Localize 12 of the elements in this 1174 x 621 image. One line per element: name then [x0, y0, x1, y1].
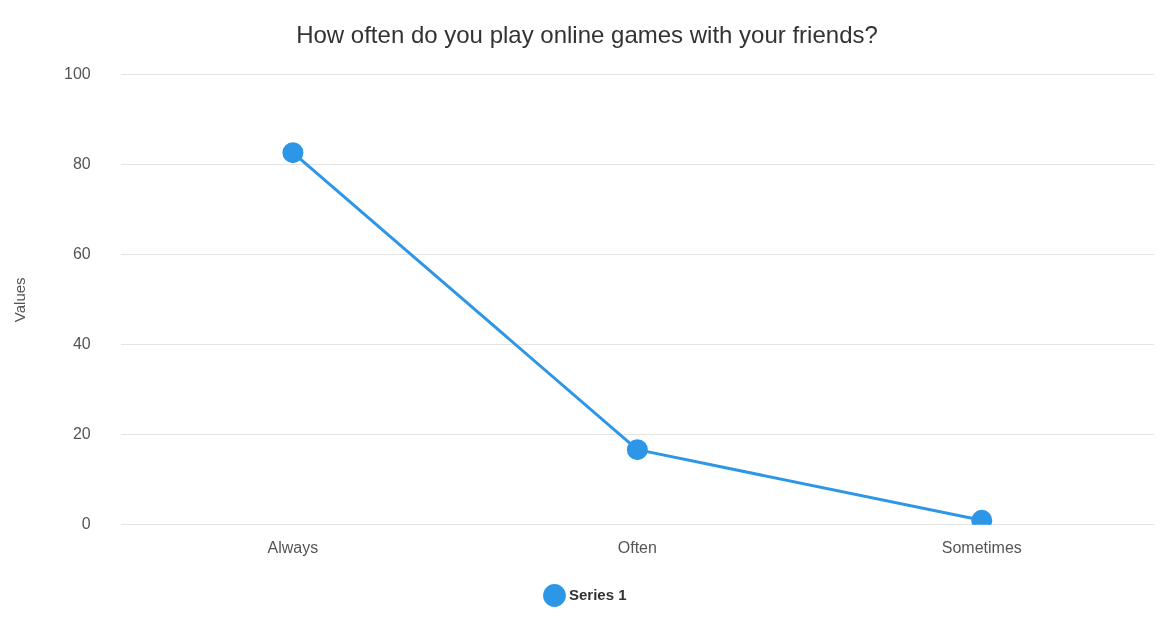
x-tick-label: Always: [267, 538, 319, 556]
y-tick-label: 60: [72, 245, 91, 263]
chart-title: How often do you play online games with your friends?: [296, 21, 878, 49]
y-tick-label: 100: [63, 65, 91, 83]
x-tick-label: Often: [617, 538, 657, 556]
y-tick-label: 20: [72, 425, 91, 443]
x-tick-label: Sometimes: [941, 538, 1022, 556]
y-tick-label: 80: [72, 155, 91, 173]
legend-label: Series 1: [568, 585, 627, 603]
y-tick-label: 40: [72, 335, 91, 353]
y-axis-title: Values: [11, 277, 29, 323]
y-tick-label: 0: [81, 515, 91, 533]
